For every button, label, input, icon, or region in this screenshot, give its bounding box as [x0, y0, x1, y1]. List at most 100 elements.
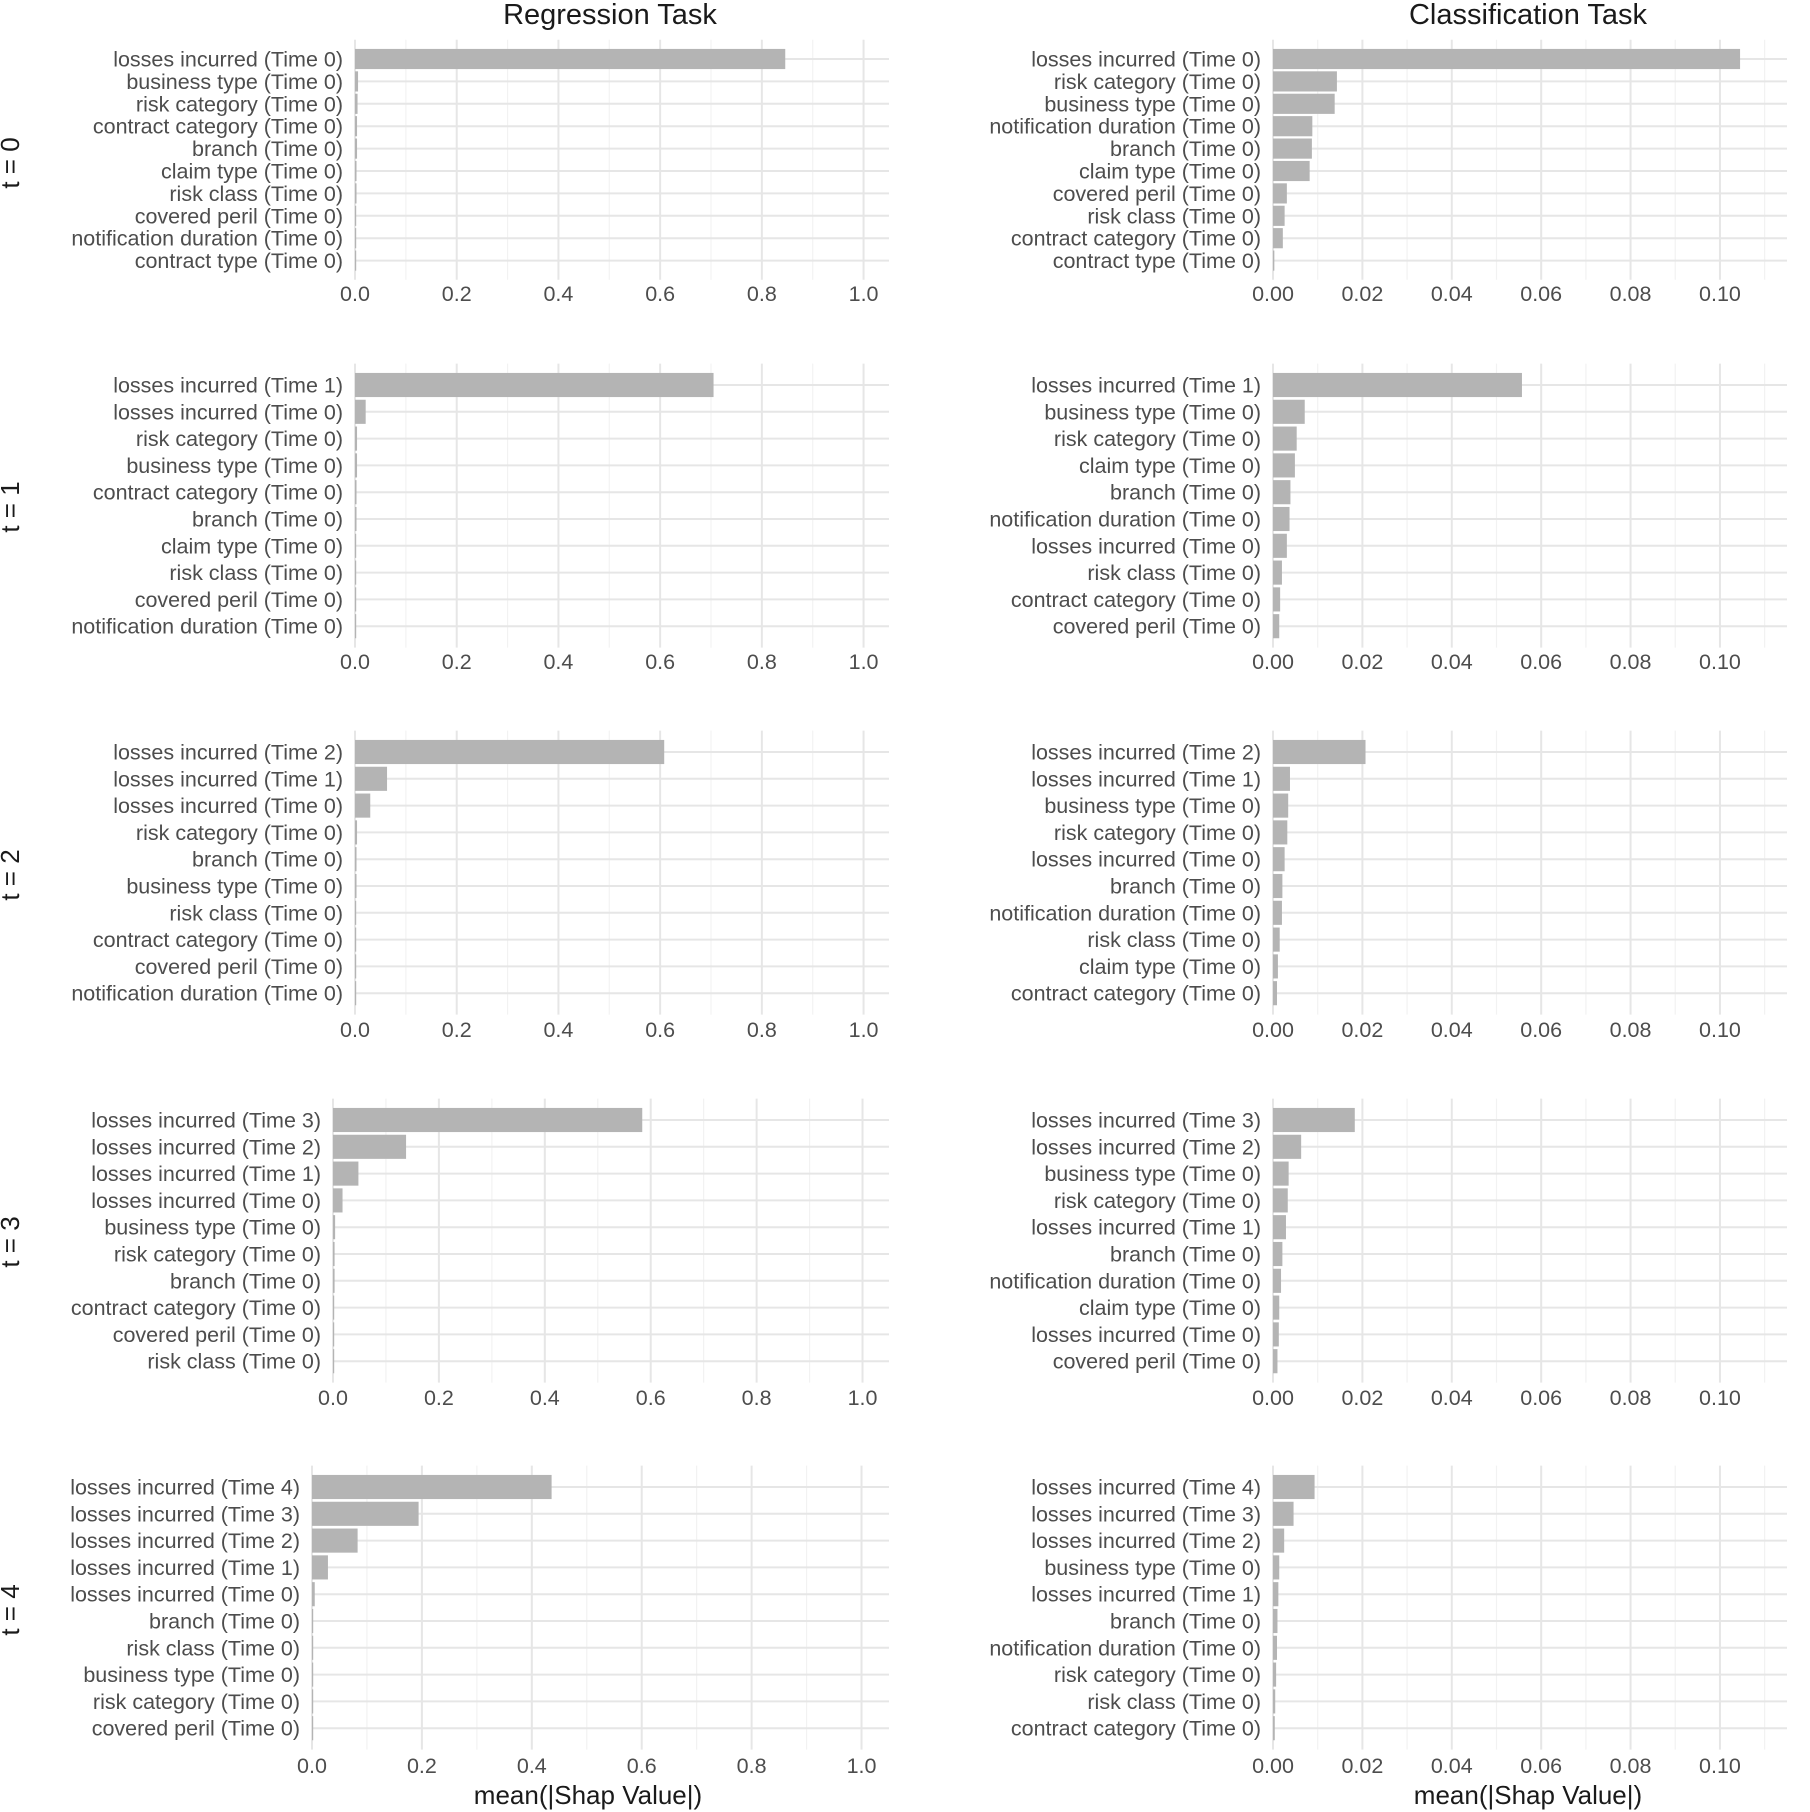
bar	[1273, 873, 1283, 899]
bar	[355, 954, 357, 979]
category-label: business type (Time 0)	[126, 875, 343, 899]
bar	[1273, 453, 1295, 478]
category-label: notification duration (Time 0)	[71, 227, 343, 251]
bar	[355, 93, 358, 114]
bar	[333, 1349, 335, 1374]
category-label: risk class (Time 0)	[169, 561, 343, 585]
category-label: business type (Time 0)	[1044, 794, 1261, 818]
category-label: business type (Time 0)	[83, 1663, 300, 1687]
x-tick-label: 0.8	[742, 1386, 772, 1410]
bar	[1273, 533, 1287, 558]
category-label: losses incurred (Time 2)	[70, 1529, 300, 1553]
category-label: branch (Time 0)	[1110, 137, 1261, 161]
x-tick-label: 0.4	[530, 1386, 560, 1410]
bar	[355, 372, 714, 398]
category-label: risk category (Time 0)	[136, 427, 343, 451]
bar	[1273, 183, 1287, 204]
x-tick-label: 0.06	[1520, 650, 1562, 674]
bar	[355, 453, 358, 478]
category-label: risk category (Time 0)	[1054, 427, 1261, 451]
category-label: contract category (Time 0)	[71, 1296, 321, 1320]
bar	[1273, 820, 1288, 845]
bar	[333, 1215, 336, 1240]
bar	[355, 900, 357, 925]
category-label: losses incurred (Time 1)	[70, 1556, 300, 1580]
x-tick-label: 0.00	[1252, 650, 1294, 674]
bar	[333, 1134, 407, 1159]
category-label: contract category (Time 0)	[1011, 588, 1261, 612]
category-label: covered peril (Time 0)	[113, 1323, 321, 1347]
category-label: branch (Time 0)	[1110, 1610, 1261, 1634]
category-label: losses incurred (Time 1)	[113, 767, 343, 791]
bar	[1273, 160, 1310, 182]
x-tick-label: 1.0	[849, 1018, 879, 1042]
x-tick-label: 0.4	[543, 650, 573, 674]
x-tick-label: 0.00	[1252, 1386, 1294, 1410]
x-tick-label: 0.02	[1341, 282, 1383, 306]
x-tick-label: 0.02	[1341, 1754, 1383, 1778]
x-tick-label: 0.6	[627, 1754, 657, 1778]
bar	[312, 1662, 314, 1687]
x-tick-label: 0.6	[645, 650, 675, 674]
x-tick-label: 0.4	[543, 282, 573, 306]
category-label: losses incurred (Time 2)	[91, 1135, 321, 1159]
bar	[355, 250, 357, 271]
x-tick-label: 0.6	[645, 1018, 675, 1042]
category-label: losses incurred (Time 0)	[70, 1583, 300, 1607]
x-tick-label: 0.08	[1610, 1386, 1652, 1410]
panel-6: losses incurred (Time 3)losses incurred …	[71, 1098, 889, 1410]
x-tick-label: 0.4	[543, 1018, 573, 1042]
x-tick-label: 0.06	[1520, 1386, 1562, 1410]
category-label: business type (Time 0)	[1044, 92, 1261, 116]
panel-7: losses incurred (Time 3)losses incurred …	[989, 1098, 1787, 1410]
bar	[312, 1716, 314, 1741]
category-label: risk class (Time 0)	[147, 1350, 321, 1374]
x-tick-label: 0.0	[297, 1754, 327, 1778]
category-label: covered peril (Time 0)	[1053, 182, 1261, 206]
bar	[1273, 981, 1278, 1006]
category-label: risk class (Time 0)	[1087, 928, 1261, 952]
x-tick-label: 0.00	[1252, 282, 1294, 306]
bar	[355, 793, 371, 818]
x-tick-label: 0.00	[1252, 1754, 1294, 1778]
category-label: losses incurred (Time 1)	[1031, 1583, 1261, 1607]
bar	[333, 1161, 359, 1186]
category-label: losses incurred (Time 3)	[70, 1502, 300, 1526]
category-label: losses incurred (Time 4)	[70, 1476, 300, 1500]
x-tick-label: 0.02	[1341, 650, 1383, 674]
bar	[355, 71, 359, 92]
bar	[312, 1582, 315, 1607]
bar	[355, 138, 358, 159]
category-label: branch (Time 0)	[192, 508, 343, 532]
category-label: losses incurred (Time 1)	[113, 374, 343, 398]
category-label: losses incurred (Time 1)	[1031, 767, 1261, 791]
x-tick-label: 0.10	[1699, 650, 1741, 674]
x-tick-label: 0.06	[1520, 1754, 1562, 1778]
x-tick-label: 0.10	[1699, 1754, 1741, 1778]
category-label: losses incurred (Time 2)	[1031, 1529, 1261, 1553]
bar	[355, 506, 357, 532]
x-tick-label: 0.08	[1610, 282, 1652, 306]
category-label: losses incurred (Time 3)	[91, 1109, 321, 1133]
row-label-t0: t = 0	[0, 137, 25, 188]
category-label: branch (Time 0)	[1110, 1243, 1261, 1267]
bar	[1273, 1608, 1278, 1634]
bar	[355, 739, 665, 765]
bar	[333, 1241, 335, 1267]
bar	[1273, 250, 1275, 271]
x-tick-label: 0.6	[645, 282, 675, 306]
category-label: covered peril (Time 0)	[135, 588, 343, 612]
x-tick-label: 1.0	[847, 1754, 877, 1778]
bar	[1273, 1349, 1278, 1374]
bar	[312, 1689, 314, 1714]
category-label: notification duration (Time 0)	[989, 1269, 1261, 1293]
category-label: risk category (Time 0)	[1054, 1663, 1261, 1687]
bar	[1273, 1635, 1278, 1660]
bar	[1273, 1322, 1279, 1347]
x-tick-label: 0.10	[1699, 282, 1741, 306]
x-tick-label: 1.0	[849, 282, 879, 306]
x-tick-label: 0.2	[424, 1386, 454, 1410]
category-label: contract category (Time 0)	[1011, 227, 1261, 251]
x-tick-label: 0.8	[747, 650, 777, 674]
category-label: contract category (Time 0)	[93, 928, 343, 952]
